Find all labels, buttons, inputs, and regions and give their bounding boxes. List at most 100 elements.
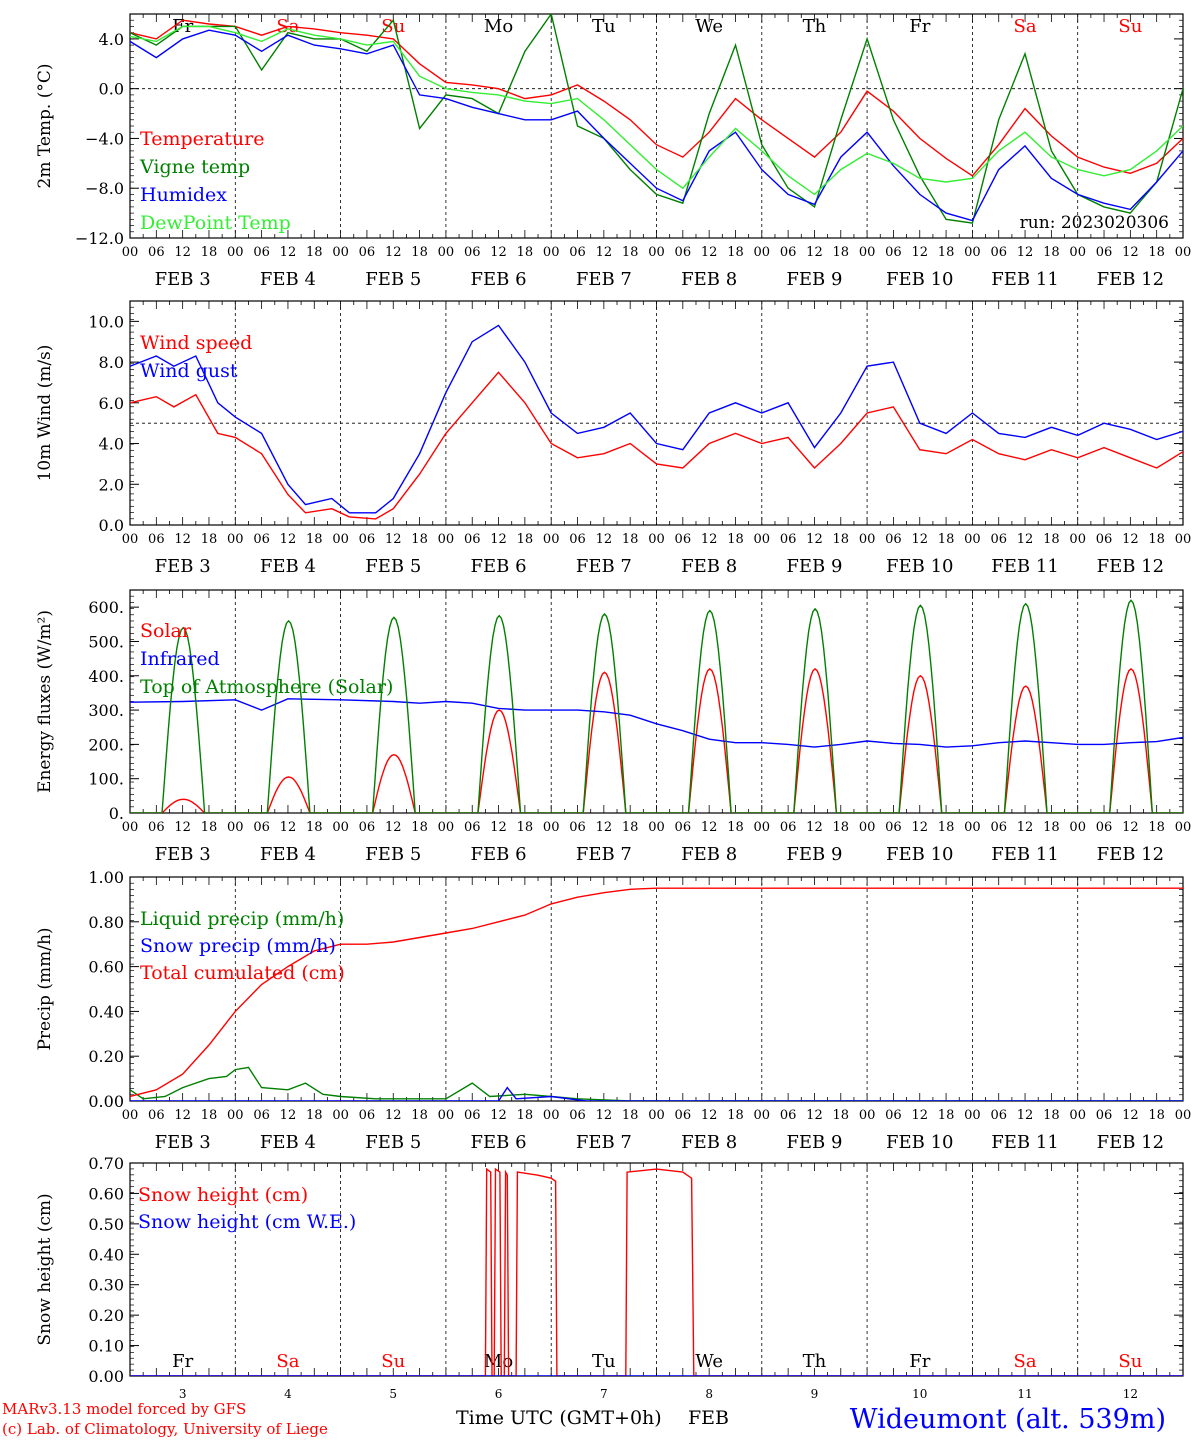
day-name: Fr <box>172 1351 193 1372</box>
hour-label: 12 <box>701 532 718 547</box>
day-name: We <box>695 16 723 37</box>
hour-label: 12 <box>385 245 402 260</box>
y-tick-label: 0.0 <box>99 516 124 535</box>
hour-label: 18 <box>411 245 428 260</box>
date-label: FEB 10 <box>886 1132 953 1153</box>
y-tick-label: 0.00 <box>88 1367 124 1386</box>
hour-label: 18 <box>622 1108 639 1123</box>
day-name: Fr <box>909 1351 930 1372</box>
y-tick-label: 0.60 <box>88 1184 124 1203</box>
hour-label: 06 <box>885 245 902 260</box>
y-tick-label: 0. <box>109 804 124 823</box>
date-label: FEB 3 <box>155 269 211 290</box>
date-label: FEB 5 <box>365 844 421 865</box>
hour-label: 18 <box>622 245 639 260</box>
hour-label: 00 <box>648 1108 665 1123</box>
date-label: FEB 8 <box>681 844 737 865</box>
plot-area <box>130 599 1183 813</box>
date-label: FEB 3 <box>155 1132 211 1153</box>
plot-area <box>130 14 1183 224</box>
day-name: Su <box>1118 16 1142 37</box>
y-tick-label: 2.0 <box>99 475 124 494</box>
hour-label: 12 <box>1017 820 1034 835</box>
hour-label: 00 <box>122 1108 139 1123</box>
date-label: FEB 6 <box>471 269 527 290</box>
date-label: FEB 7 <box>576 556 632 577</box>
date-label: FEB 10 <box>886 269 953 290</box>
legend-entry: Wind speed <box>140 332 252 354</box>
day-name: Mo <box>484 16 513 37</box>
hour-label: 00 <box>543 820 560 835</box>
y-tick-label: 0.30 <box>88 1276 124 1295</box>
hour-label: 06 <box>464 1108 481 1123</box>
hour-label: 06 <box>464 532 481 547</box>
date-label: FEB 9 <box>786 269 842 290</box>
day-number: 12 <box>1123 1387 1138 1401</box>
hour-label: 12 <box>1017 245 1034 260</box>
date-label: FEB 7 <box>576 1132 632 1153</box>
hour-label: 00 <box>754 532 771 547</box>
hour-label: 06 <box>253 820 270 835</box>
date-label: FEB 6 <box>471 844 527 865</box>
hour-label: 00 <box>754 245 771 260</box>
day-name: Sa <box>1014 1351 1037 1372</box>
hour-label: 12 <box>911 245 928 260</box>
hour-label: 00 <box>122 532 139 547</box>
hour-label: 06 <box>569 1108 586 1123</box>
hour-label: 00 <box>438 532 455 547</box>
panel-4: 1.00 0.80 0.60 0.40 0.20 0.00 Precip (mm/h) 00 0… <box>35 868 1191 1153</box>
series-line-liquid-precip-mm-h- <box>130 1066 1183 1101</box>
date-label: FEB 8 <box>681 1132 737 1153</box>
hour-label: 12 <box>806 820 823 835</box>
y-tick-label: 600. <box>88 598 124 617</box>
series-line-snow-precip-mm-h- <box>130 1086 1183 1101</box>
hour-label: 12 <box>385 532 402 547</box>
hour-label: 06 <box>148 1108 165 1123</box>
day-name: Su <box>381 1351 405 1372</box>
hour-label: 06 <box>359 532 376 547</box>
panel-1: 4.0 0.0 −4.0 −8.0 −12.0 2m Temp. (°C) 00 06 12 18… <box>35 13 1191 290</box>
hour-label: 18 <box>201 245 218 260</box>
hour-label: 00 <box>1175 820 1192 835</box>
y-tick-label: 100. <box>88 770 124 789</box>
hour-label: 06 <box>990 245 1007 260</box>
hour-label: 06 <box>990 532 1007 547</box>
date-label: FEB 6 <box>471 556 527 577</box>
hour-label: 12 <box>490 820 507 835</box>
y-tick-label: 400. <box>88 667 124 686</box>
hour-label: 06 <box>569 245 586 260</box>
hour-label: 18 <box>727 532 744 547</box>
hour-label: 18 <box>201 1108 218 1123</box>
y-tick-label: 200. <box>88 735 124 754</box>
hour-label: 00 <box>332 820 349 835</box>
y-tick-label: −12.0 <box>75 229 124 248</box>
hour-label: 00 <box>754 820 771 835</box>
hour-label: 06 <box>1096 245 1113 260</box>
hour-label: 00 <box>859 820 876 835</box>
y-tick-label: 0.20 <box>88 1306 124 1325</box>
series-line-temperature <box>130 19 1183 177</box>
y-tick-label: 0.0 <box>99 80 124 99</box>
hour-label: 18 <box>1148 245 1165 260</box>
hour-label: 18 <box>1148 820 1165 835</box>
date-label: FEB 4 <box>260 269 316 290</box>
date-label: FEB 9 <box>786 556 842 577</box>
date-label: FEB 11 <box>991 1132 1058 1153</box>
hour-label: 00 <box>438 1108 455 1123</box>
legend-entry: Humidex <box>140 184 227 206</box>
date-label: FEB 8 <box>681 269 737 290</box>
hour-label: 12 <box>701 1108 718 1123</box>
legend-entry: Temperature <box>140 128 264 150</box>
hour-label: 12 <box>806 245 823 260</box>
hour-label: 18 <box>411 532 428 547</box>
legend-entry: DewPoint Temp <box>140 212 291 234</box>
y-tick-label: −8.0 <box>85 179 124 198</box>
date-label: FEB 9 <box>786 844 842 865</box>
hour-label: 12 <box>701 820 718 835</box>
panels: 4.0 0.0 −4.0 −8.0 −12.0 2m Temp. (°C) 00 06 12 18… <box>35 13 1192 1401</box>
hour-label: 18 <box>306 1108 323 1123</box>
hour-label: 12 <box>911 820 928 835</box>
hour-label: 00 <box>543 245 560 260</box>
hour-label: 18 <box>411 1108 428 1123</box>
